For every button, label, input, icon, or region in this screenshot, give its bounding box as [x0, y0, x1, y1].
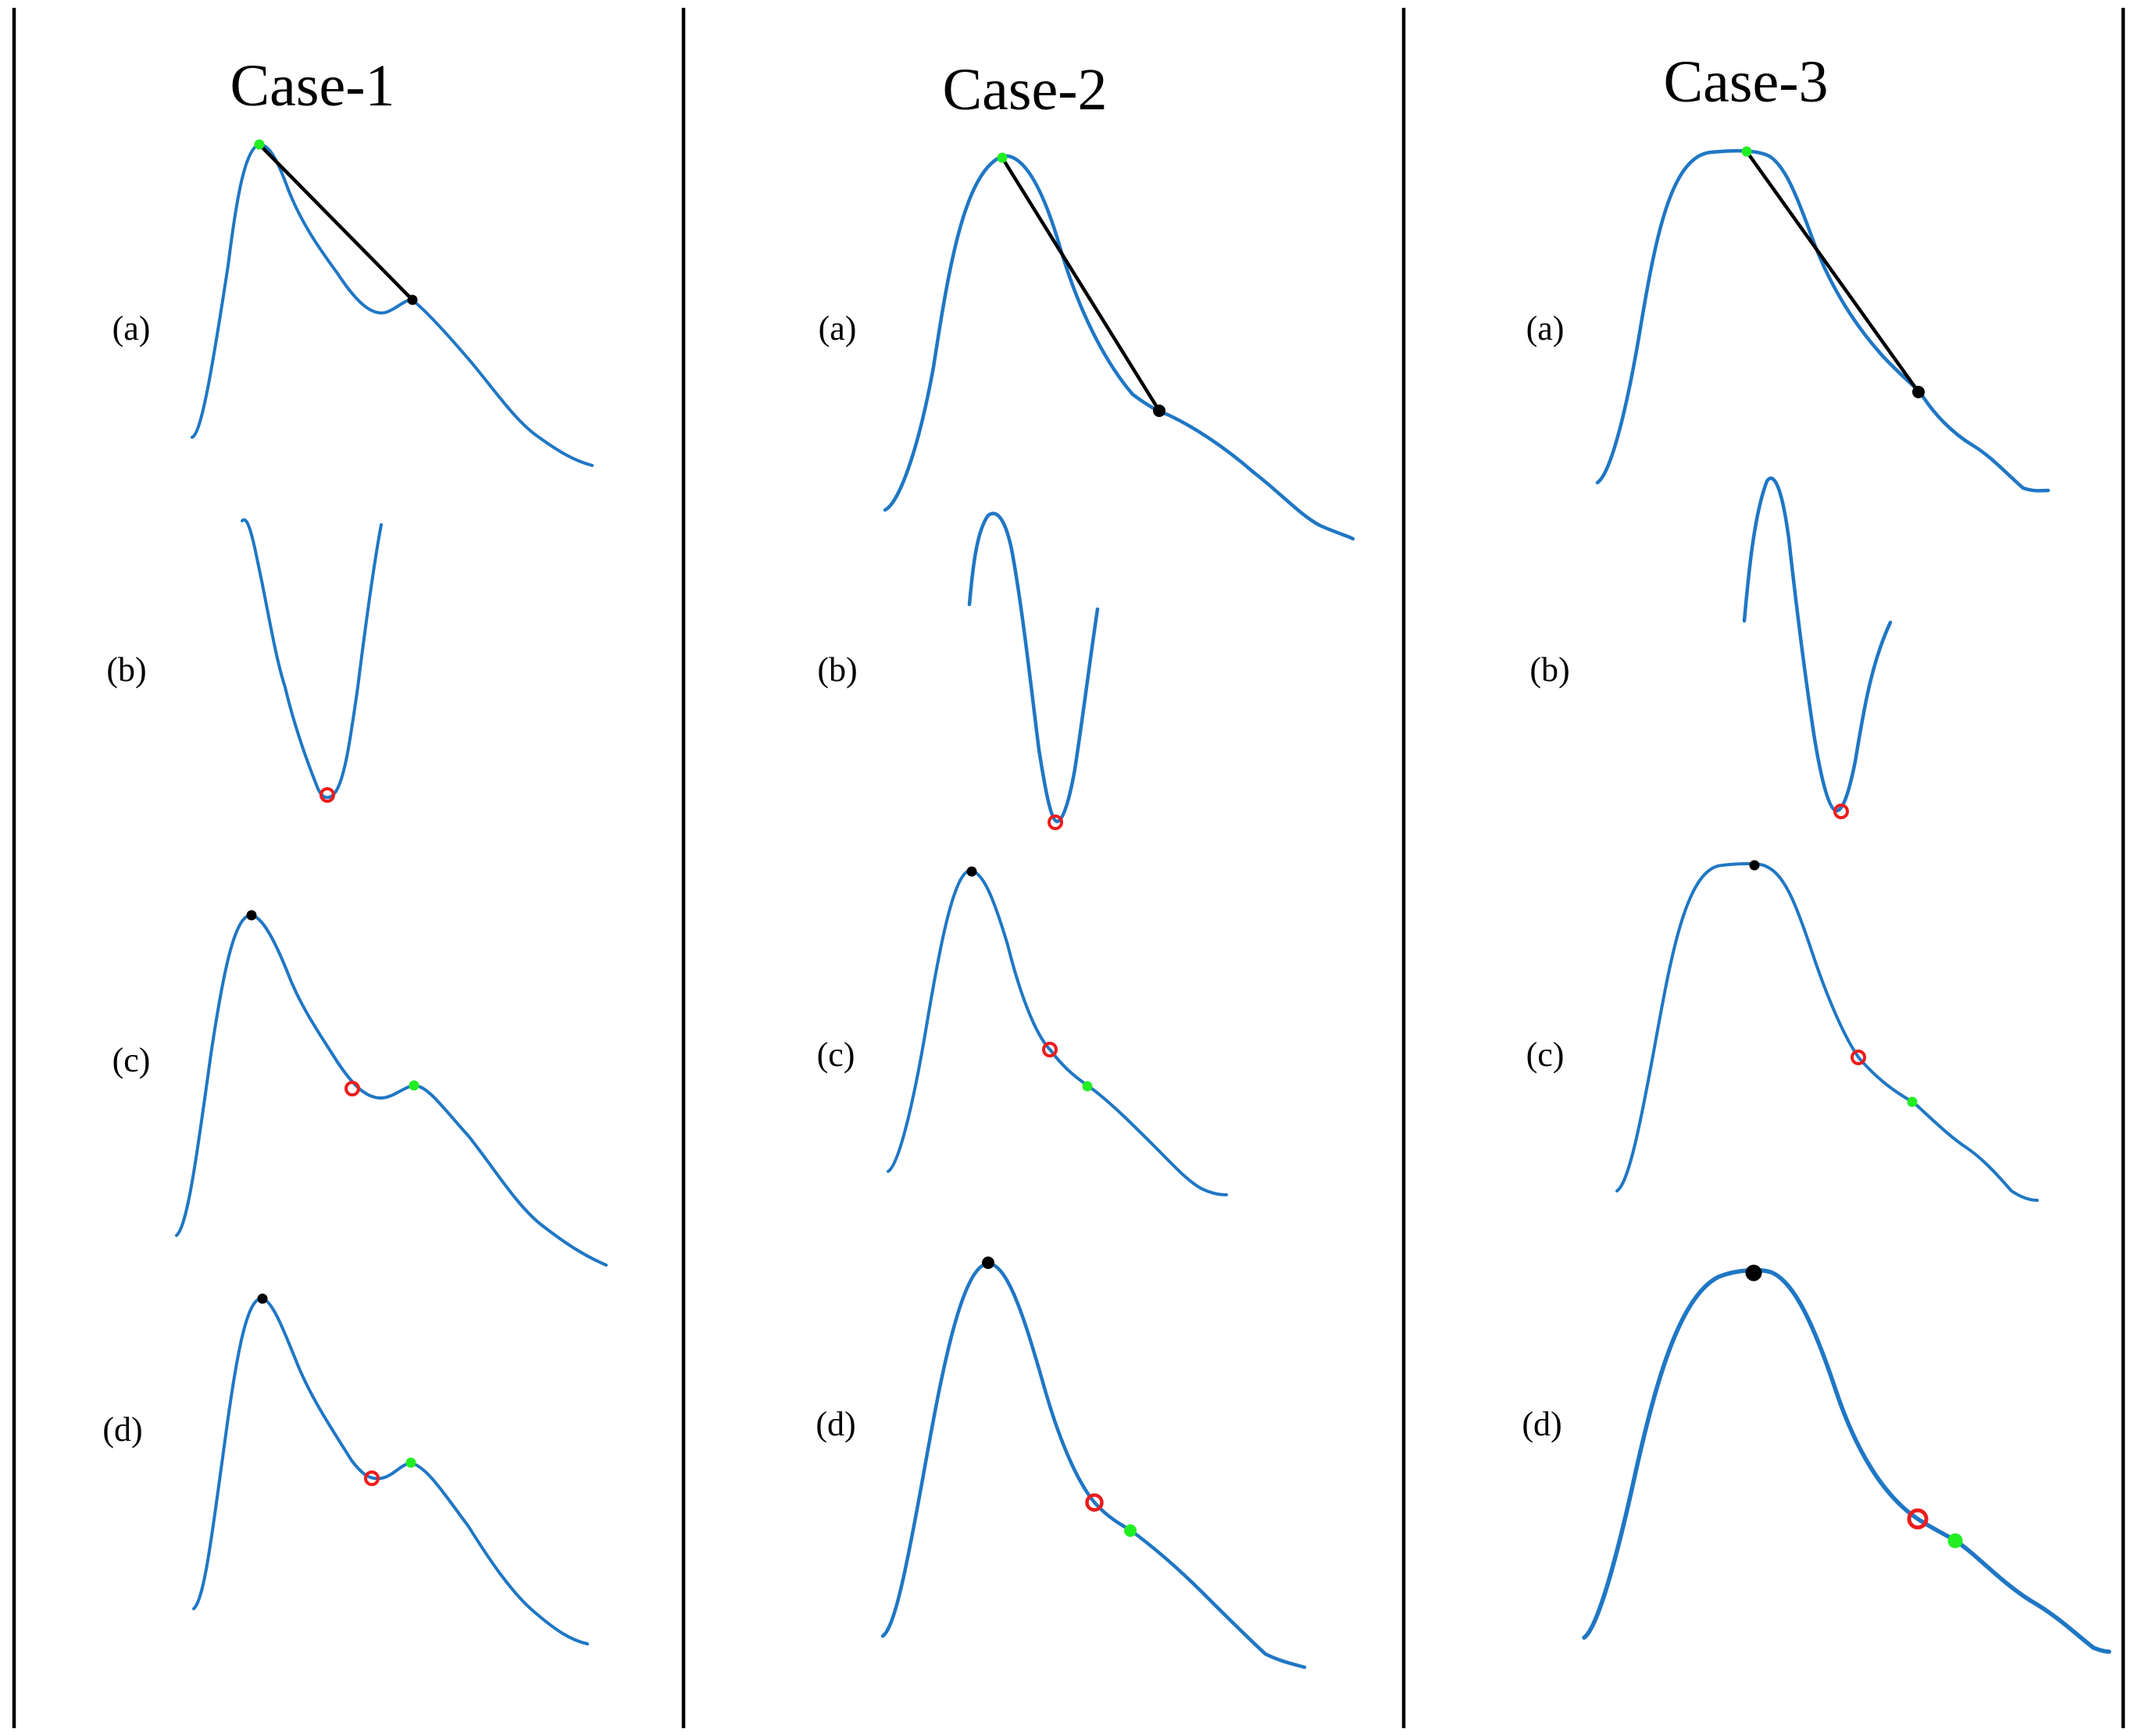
case-2-panel-a-curve [883, 154, 1355, 541]
case-3-label-a: (a) [1526, 309, 1565, 348]
case-1-title: Case-1 [230, 53, 394, 119]
case-3-panel-a-curve [1595, 148, 2051, 493]
case-3-panel-d-curve [1582, 1267, 2111, 1654]
case-2-panel-a-line [1000, 155, 1162, 413]
case-1-label-d: (d) [102, 1410, 142, 1449]
case-1-panel-a-line [257, 142, 415, 302]
case-3-panel-a-black-dot [1912, 386, 1925, 398]
case-2-panel-c-green-dot [1082, 1081, 1093, 1092]
case-3-panel-b-red-circle [1833, 804, 1849, 819]
case-1-label-b: (b) [106, 651, 146, 689]
case-2-panel-b-red-circle [1048, 815, 1063, 830]
case-3-panel-d-black-dot [1745, 1264, 1762, 1282]
case-3-panel-b-curve [1742, 476, 1893, 813]
case-1-panel-d-curve [192, 1296, 589, 1645]
case-2-panel-b-curve [967, 512, 1100, 824]
case-2-label-b: (b) [817, 651, 857, 689]
case-1-panel-b-red-circle [319, 787, 335, 803]
case-3-panel-d-green-dot [1947, 1533, 1963, 1549]
case-2-panel-c-red-circle [1042, 1042, 1058, 1057]
case-1-panel-b-curve [241, 518, 383, 800]
case-1-panel-d-black-dot [257, 1293, 268, 1304]
case-1-panel-c-green-dot [409, 1080, 419, 1091]
case-3-label-b: (b) [1529, 651, 1569, 689]
case-2-title: Case-2 [942, 57, 1107, 123]
case-1-panel-c-red-circle [344, 1081, 360, 1096]
case-3-panel-a-line [1744, 149, 1921, 394]
case-1-panel-d-green-dot [405, 1457, 416, 1468]
case-1-panel-c-curve [175, 914, 608, 1267]
case-1-label-a: (a) [112, 309, 151, 348]
case-2-column: (a) (b) (c) (d) [816, 152, 1355, 1670]
case-3-label-d: (d) [1522, 1405, 1562, 1443]
case-2-panel-c-curve [887, 869, 1228, 1196]
case-3-panel-c-green-dot [1907, 1096, 1918, 1107]
case-1-panel-c-black-dot [246, 910, 257, 921]
case-1-panel-a-black-dot [407, 294, 418, 305]
case-3-panel-c-curve [1615, 861, 2039, 1202]
case-2-panel-a-green-dot [997, 152, 1008, 163]
case-3-panel-c-black-dot [1749, 860, 1760, 871]
case-3-column: (a) (b) (c) (d) [1522, 146, 2111, 1654]
case-1-panel-d-red-circle [364, 1470, 380, 1486]
case-1-column: (a) (b) (c) (d) [102, 139, 608, 1645]
case-3-panel-c-red-circle [1851, 1050, 1866, 1065]
case-2-label-a: (a) [819, 309, 857, 348]
case-2-panel-d-black-dot [982, 1257, 994, 1269]
case-3-title: Case-3 [1663, 49, 1828, 115]
case-1-panel-a-green-dot [254, 139, 265, 150]
case-2-panel-d-red-circle [1085, 1493, 1104, 1512]
case-2-panel-d-curve [880, 1261, 1307, 1670]
case-1-label-c: (c) [112, 1041, 151, 1079]
case-3-panel-a-green-dot [1741, 146, 1752, 157]
case-2-panel-a-black-dot [1153, 405, 1165, 417]
case-1-panel-a-curve [191, 143, 594, 467]
case-2-label-d: (d) [816, 1405, 855, 1443]
case-2-panel-d-green-dot [1124, 1524, 1137, 1537]
case-2-panel-c-black-dot [966, 866, 977, 877]
case-2-label-c: (c) [817, 1036, 855, 1074]
case-3-label-c: (c) [1526, 1036, 1565, 1074]
case-3-panel-d-red-circle [1907, 1508, 1929, 1530]
